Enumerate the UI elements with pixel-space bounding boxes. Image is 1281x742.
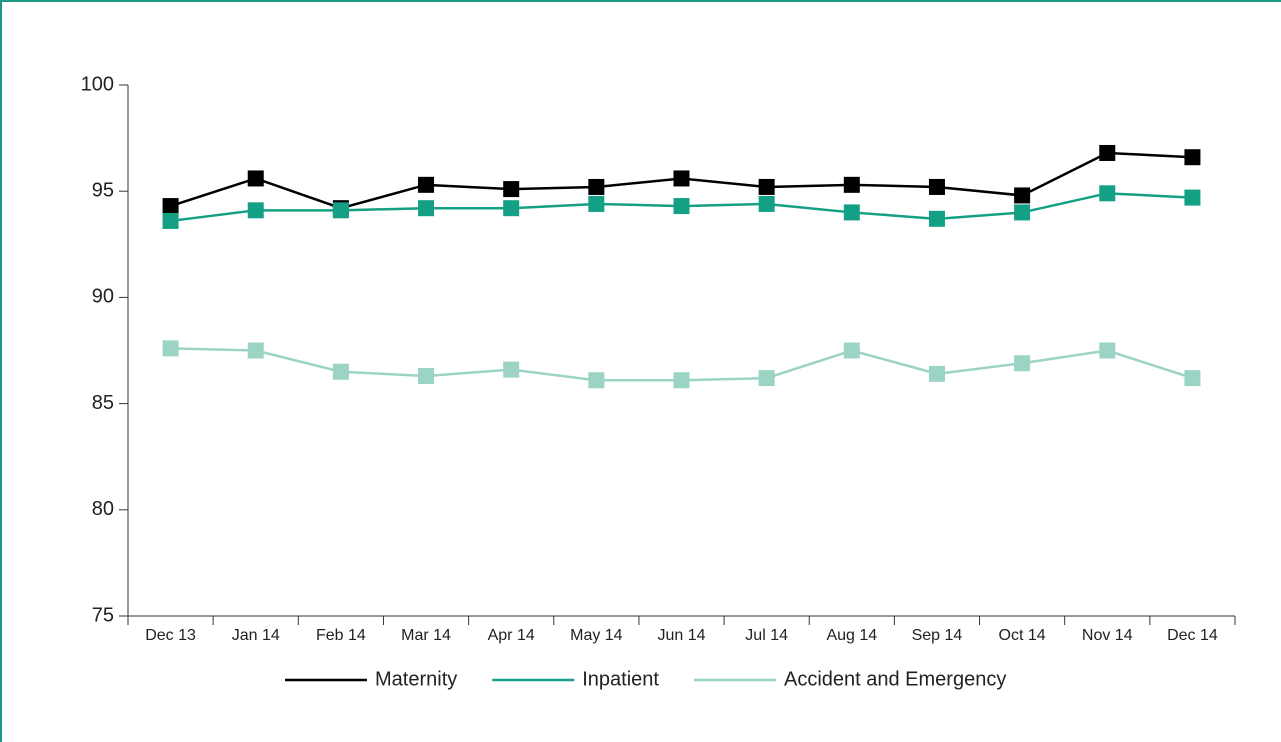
- x-tick-label: Aug 14: [826, 627, 877, 644]
- point-marker: [758, 370, 775, 387]
- point-marker: [162, 340, 179, 357]
- point-marker: [418, 200, 435, 217]
- point-marker: [588, 178, 605, 195]
- point-marker: [1099, 144, 1116, 161]
- legend-label: Inpatient: [582, 668, 659, 690]
- point-marker: [503, 361, 520, 378]
- point-marker: [588, 195, 605, 212]
- point-marker: [503, 181, 520, 198]
- point-marker: [1014, 187, 1031, 204]
- y-tick-label: 100: [81, 73, 114, 95]
- x-tick-label: Dec 14: [1167, 627, 1218, 644]
- point-marker: [1099, 342, 1116, 359]
- point-marker: [928, 210, 945, 227]
- y-tick-label: 90: [92, 286, 114, 308]
- x-tick-label: Jan 14: [232, 627, 280, 644]
- point-marker: [162, 198, 179, 215]
- point-marker: [843, 176, 860, 193]
- y-tick-label: 95: [92, 179, 114, 201]
- point-marker: [928, 365, 945, 382]
- point-marker: [1184, 370, 1201, 387]
- y-tick-label: 85: [92, 392, 114, 414]
- x-tick-label: Oct 14: [999, 627, 1046, 644]
- point-marker: [1014, 204, 1031, 221]
- point-marker: [1184, 189, 1201, 206]
- point-marker: [1184, 149, 1201, 166]
- point-marker: [247, 202, 264, 219]
- point-marker: [247, 170, 264, 187]
- x-tick-label: Nov 14: [1082, 627, 1133, 644]
- x-tick-label: May 14: [570, 627, 623, 644]
- point-marker: [332, 363, 349, 380]
- point-marker: [1099, 185, 1116, 202]
- legend-label: Maternity: [375, 668, 457, 690]
- point-marker: [843, 342, 860, 359]
- point-marker: [588, 372, 605, 389]
- point-marker: [1014, 355, 1031, 372]
- y-tick-label: 80: [92, 498, 114, 520]
- point-marker: [928, 178, 945, 195]
- x-tick-label: Dec 13: [145, 627, 196, 644]
- point-marker: [503, 200, 520, 217]
- point-marker: [418, 176, 435, 193]
- point-marker: [418, 367, 435, 384]
- point-marker: [162, 212, 179, 229]
- point-marker: [673, 372, 690, 389]
- point-marker: [758, 195, 775, 212]
- point-marker: [332, 202, 349, 219]
- x-tick-label: Apr 14: [488, 627, 535, 644]
- x-tick-label: Sep 14: [912, 627, 963, 644]
- point-marker: [758, 178, 775, 195]
- x-tick-label: Mar 14: [401, 627, 451, 644]
- point-marker: [673, 170, 690, 187]
- point-marker: [843, 204, 860, 221]
- y-tick-label: 75: [92, 604, 114, 626]
- legend-label: Accident and Emergency: [784, 668, 1006, 690]
- x-tick-label: Jul 14: [745, 627, 788, 644]
- x-tick-label: Jun 14: [657, 627, 705, 644]
- point-marker: [673, 198, 690, 215]
- point-marker: [247, 342, 264, 359]
- x-tick-label: Feb 14: [316, 627, 366, 644]
